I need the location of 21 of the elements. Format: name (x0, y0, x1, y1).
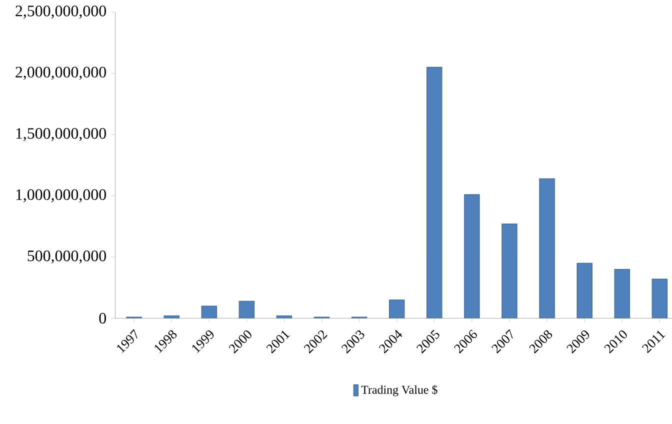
bar (614, 268, 630, 318)
y-tick-label: 1,000,000,000 (16, 189, 106, 202)
bar (426, 66, 442, 318)
bar (539, 178, 555, 318)
bar (276, 315, 292, 318)
bar (576, 262, 592, 318)
y-tick-label: 1,500,000,000 (16, 128, 106, 142)
bar (201, 306, 217, 318)
bar (164, 315, 180, 318)
legend-label: Trading Value $ (361, 385, 438, 396)
x-tick-label: 2011 (642, 330, 666, 354)
bar (389, 300, 405, 318)
y-tick-label: 500,000,000 (28, 250, 106, 264)
y-tick-label: 0 (99, 312, 106, 324)
y-tick-label: 2,000,000,000 (16, 66, 106, 80)
bar (652, 278, 668, 318)
x-tick-label: 1999 (192, 330, 214, 353)
bar (502, 224, 518, 318)
y-tick-label: 2,500,000,000 (16, 6, 106, 19)
bar (464, 194, 480, 318)
bar (238, 300, 255, 318)
